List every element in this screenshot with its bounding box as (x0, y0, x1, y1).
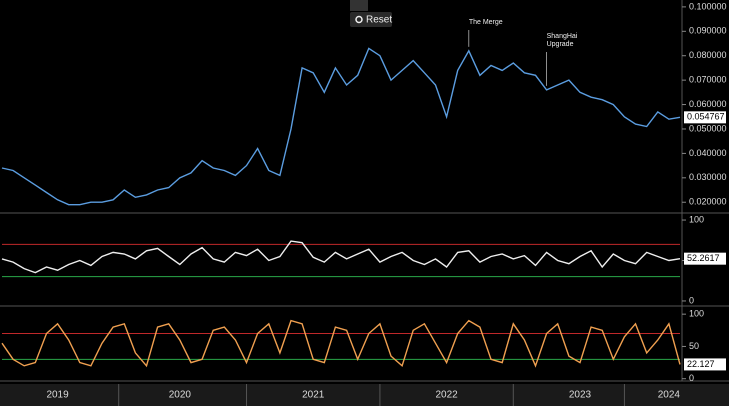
y-tick-label: 0 (689, 295, 694, 305)
y-tick-label: 0.080000 (689, 50, 727, 60)
y-tick-label: 0 (689, 373, 694, 383)
annotation: The Merge (469, 19, 503, 26)
x-tick-label: 2020 (169, 390, 192, 401)
last-value-box (684, 252, 726, 265)
y-tick-label: 0.060000 (689, 99, 727, 109)
toolbar-icon[interactable] (350, 0, 368, 11)
last-value-box (684, 358, 726, 371)
last-value-box (684, 111, 726, 124)
y-tick-label: 0.030000 (689, 172, 727, 182)
data-line (1, 240, 681, 274)
y-tick-label: 100 (689, 214, 704, 224)
y-tick-label: 0.050000 (689, 123, 727, 133)
x-tick-label: 2023 (569, 390, 592, 401)
x-tick-label: 2021 (302, 390, 325, 401)
toolbar: Reset (350, 0, 392, 27)
y-tick-label: 50 (689, 341, 699, 351)
y-tick-label: 0.070000 (689, 75, 727, 85)
annotation: Upgrade (547, 41, 574, 48)
y-tick-label: 100 (689, 309, 704, 319)
last-value-label: 22.127 (687, 359, 715, 369)
data-line (1, 47, 681, 206)
x-tick-label: 2022 (435, 390, 458, 401)
x-tick-label: 2024 (658, 390, 681, 401)
y-tick-label: 0.090000 (689, 26, 727, 36)
last-value-label: 0.054767 (687, 112, 725, 122)
y-tick-label: 0.100000 (689, 1, 727, 11)
y-tick-label: 0.020000 (689, 197, 727, 207)
x-tick-label: 2019 (46, 390, 69, 401)
reset-label[interactable]: Reset (366, 15, 392, 26)
reset-button[interactable] (350, 12, 392, 27)
data-line (1, 319, 681, 368)
last-value-label: 52.2617 (687, 253, 720, 263)
reset-icon (355, 15, 363, 24)
x-axis-band (0, 384, 729, 406)
annotation: ShangHai (547, 33, 578, 40)
y-tick-label: 0.040000 (689, 148, 727, 158)
